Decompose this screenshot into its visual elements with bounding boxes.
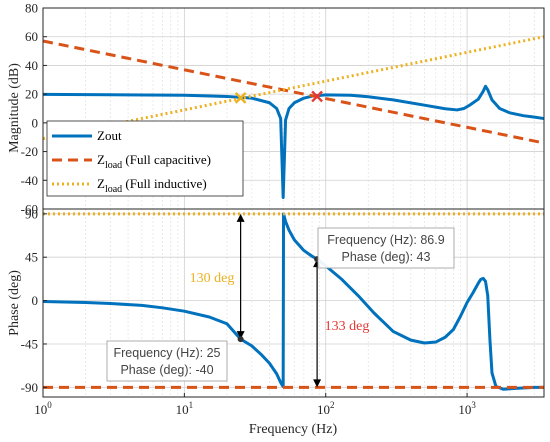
ytick-label: 0 xyxy=(32,115,39,130)
ytick-label: 40 xyxy=(25,58,38,73)
legend-box xyxy=(46,120,244,197)
ytick-label: -45 xyxy=(21,336,38,351)
frequency-xlabel: Frequency (Hz) xyxy=(249,422,338,437)
xtick-label: 101 xyxy=(176,400,194,417)
ytick-label: -20 xyxy=(21,144,38,159)
magnitude-ylabel: Magnitude (dB) xyxy=(7,63,22,153)
series-line-0 xyxy=(42,84,545,200)
ytick-label: 80 xyxy=(25,1,38,16)
phase-margin-arrow-25hz-head-bottom xyxy=(236,331,245,340)
xtick-label: 103 xyxy=(458,400,476,417)
magnitude-panel: -60 -40 -20 0 20 40 60 80 Magnitude (dB) Zout Z… xyxy=(7,1,545,217)
phase-datatips: Frequency (Hz): 25 Phase (deg): -40 Freque… xyxy=(106,227,455,382)
phase-margin-arrow-25hz-head-top xyxy=(236,213,245,222)
crosspoint-marker-1 xyxy=(311,90,323,103)
ytick-label: -90 xyxy=(21,380,38,395)
phase-arrows xyxy=(236,213,322,388)
ytick-label: 60 xyxy=(25,29,38,44)
series-line-0 xyxy=(42,212,544,391)
annotation-130-deg: 130 deg xyxy=(190,271,235,286)
datatip-point-0[interactable] xyxy=(237,336,244,343)
datatip-phase-0: Phase (deg): -40 xyxy=(120,363,213,377)
magnitude-markers xyxy=(234,90,323,104)
phase-xtick-labels: 100 101 102 103 xyxy=(34,393,476,417)
phase-ytick-labels: -90 -45 0 45 90 xyxy=(21,206,47,395)
phase-panel: Frequency (Hz): 25 Phase (deg): -40 Freque… xyxy=(7,206,545,437)
series-line-1 xyxy=(42,39,545,145)
phase-axes-box xyxy=(42,208,545,398)
ytick-label: 45 xyxy=(25,250,38,265)
ytick-label: -40 xyxy=(21,173,38,188)
magnitude-ytick-labels: -60 -40 -20 0 20 40 60 80 xyxy=(21,1,47,217)
datatip-frequency-1: Frequency (Hz): 86.9 xyxy=(327,233,444,247)
ytick-label: 90 xyxy=(25,206,38,221)
phase-margin-arrow-86hz-head-bottom xyxy=(313,379,322,388)
datatip-box-1 xyxy=(317,227,455,269)
phase-series xyxy=(42,212,544,391)
ytick-label: -60 xyxy=(21,202,38,217)
xtick-label: 102 xyxy=(317,400,335,417)
datatip-phase-1: Phase (deg): 43 xyxy=(342,250,431,264)
legend-label-inductive: Zload (Full inductive) xyxy=(97,176,207,195)
ytick-label: 0 xyxy=(32,293,39,308)
datatip-frequency-0: Frequency (Hz): 25 xyxy=(114,346,221,360)
legend-label-zout: Zout xyxy=(97,128,122,143)
ytick-label: 20 xyxy=(25,87,38,102)
legend: Zout Zload (Full capacitive) Zload (Full… xyxy=(46,120,244,197)
annotation-133-deg: 133 deg xyxy=(325,319,370,334)
phase-ylabel: Phase (deg) xyxy=(7,270,22,336)
xtick-label: 100 xyxy=(34,400,52,417)
crosspoint-marker-0 xyxy=(234,92,247,104)
legend-label-capacitive: Zload (Full capacitive) xyxy=(97,152,211,171)
datatip-box-0 xyxy=(106,340,228,382)
